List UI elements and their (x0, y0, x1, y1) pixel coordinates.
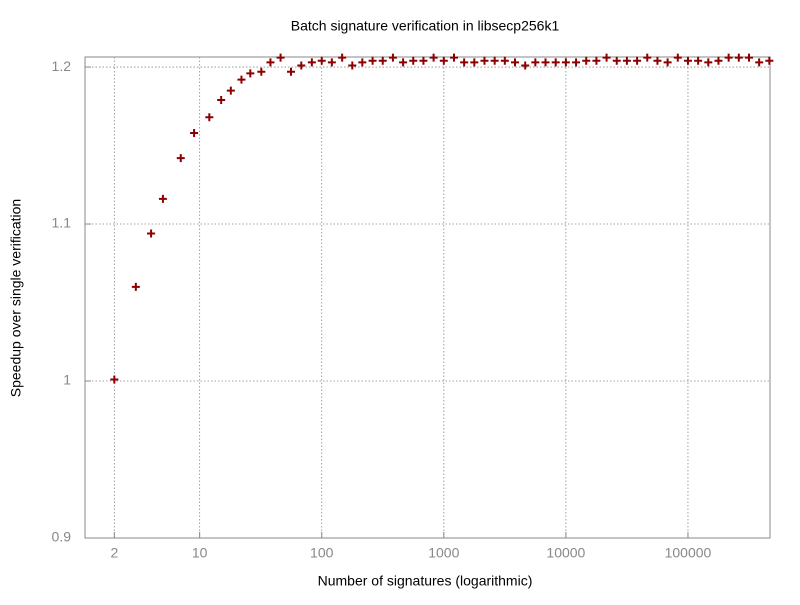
point (338, 53, 347, 62)
point (765, 56, 774, 65)
point (612, 56, 621, 65)
point (358, 58, 367, 67)
x-tick-label: 100 (310, 545, 334, 561)
point (217, 96, 226, 105)
point (744, 53, 753, 62)
point (368, 56, 377, 65)
point (158, 194, 167, 203)
point (521, 61, 530, 70)
point (439, 56, 448, 65)
chart-title: Batch signature verification in libsecp2… (291, 18, 560, 34)
x-tick-label: 2 (110, 545, 118, 561)
point (190, 128, 199, 137)
point (450, 53, 459, 62)
point (460, 58, 469, 67)
point (673, 53, 682, 62)
plot-border (84, 56, 771, 539)
point (704, 58, 713, 67)
x-tick-label: 10 (192, 545, 208, 561)
point (490, 56, 499, 65)
point (643, 53, 652, 62)
point (683, 56, 692, 65)
point (470, 58, 479, 67)
point (694, 56, 703, 65)
x-tick-label: 10000 (546, 545, 585, 561)
point (317, 56, 326, 65)
point (755, 58, 764, 67)
y-tick-label: 1.1 (52, 215, 72, 231)
y-tick-label: 1.2 (52, 58, 72, 74)
point (653, 56, 662, 65)
point (226, 86, 235, 95)
point (327, 58, 336, 67)
point (480, 56, 489, 65)
point (724, 53, 733, 62)
point (622, 56, 631, 65)
point (257, 67, 266, 76)
point (511, 58, 520, 67)
point (582, 56, 591, 65)
point (429, 53, 438, 62)
point (409, 56, 418, 65)
point (147, 229, 156, 238)
point (734, 53, 743, 62)
point (500, 56, 509, 65)
point (602, 53, 611, 62)
point (286, 67, 295, 76)
x-tick-label: 1000 (428, 545, 459, 561)
point (205, 113, 214, 122)
point (388, 53, 397, 62)
point (714, 56, 723, 65)
y-tick-label: 1 (63, 372, 71, 388)
point (266, 58, 275, 67)
point (378, 56, 387, 65)
x-axis-label: Number of signatures (logarithmic) (318, 573, 533, 589)
point (297, 61, 306, 70)
point (663, 58, 672, 67)
point (531, 58, 540, 67)
point (633, 56, 642, 65)
point (572, 58, 581, 67)
y-tick-label: 0.9 (52, 529, 72, 545)
point (592, 56, 601, 65)
point (237, 75, 246, 84)
point (541, 58, 550, 67)
point (110, 375, 119, 384)
point (276, 53, 285, 62)
point (561, 58, 570, 67)
point (307, 58, 316, 67)
point (551, 58, 560, 67)
point (419, 56, 428, 65)
point (131, 282, 140, 291)
point (246, 69, 255, 78)
point (348, 61, 357, 70)
x-tick-label: 100000 (665, 545, 712, 561)
point (399, 58, 408, 67)
point (176, 154, 185, 163)
y-axis-label: Speedup over single verification (8, 199, 24, 397)
